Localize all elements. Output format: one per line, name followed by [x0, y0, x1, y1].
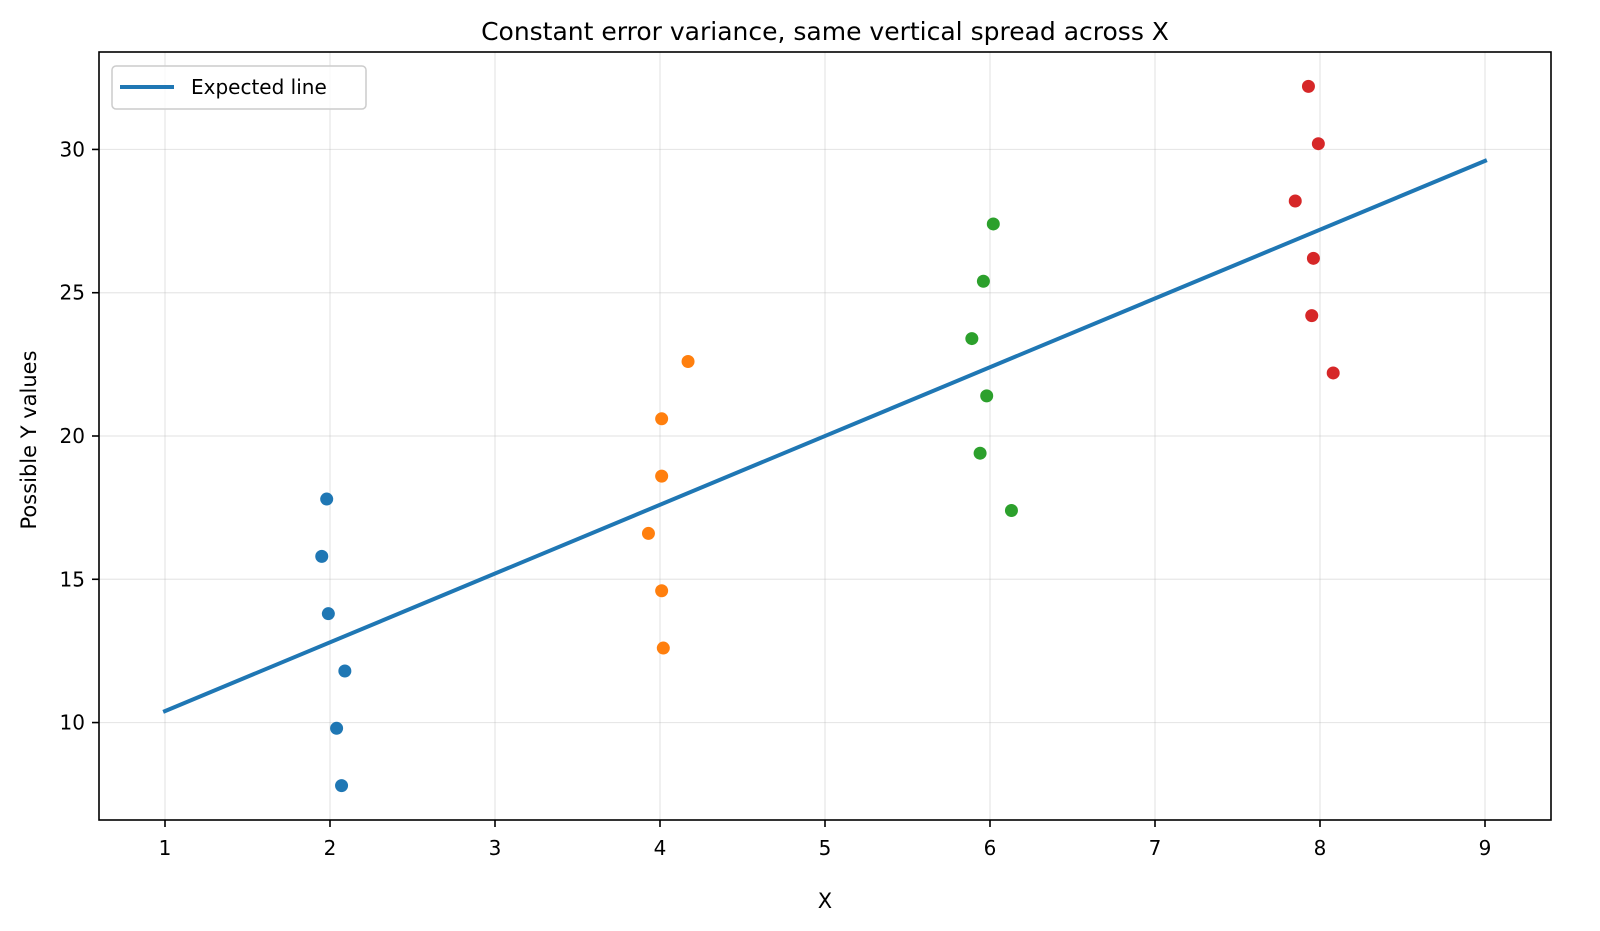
data-point — [1311, 137, 1325, 151]
data-point — [338, 664, 352, 678]
data-point — [1004, 504, 1018, 518]
data-point — [320, 492, 334, 506]
legend: Expected line — [111, 65, 367, 110]
data-point — [330, 721, 344, 735]
y-axis: 10 15 20 25 30 — [60, 137, 99, 735]
data-point — [1288, 194, 1302, 208]
data-point — [656, 641, 670, 655]
data-point — [973, 446, 987, 460]
x-tick-label: 9 — [1479, 836, 1492, 860]
y-axis-label: Possible Y values — [17, 350, 41, 529]
data-point — [655, 469, 669, 483]
data-point — [641, 526, 655, 540]
data-point — [655, 584, 669, 598]
x-axis-label: X — [818, 889, 832, 913]
x-tick-label: 1 — [159, 836, 172, 860]
data-point — [681, 354, 695, 368]
chart-title: Constant error variance, same vertical s… — [481, 17, 1169, 46]
y-tick-label: 25 — [60, 281, 85, 305]
data-point — [1326, 366, 1340, 380]
data-point — [980, 389, 994, 403]
x-tick-label: 2 — [324, 836, 337, 860]
grid — [99, 52, 1551, 820]
y-tick-label: 30 — [60, 137, 85, 161]
x-tick-label: 4 — [654, 836, 667, 860]
data-point — [315, 549, 329, 563]
expected-line — [162, 158, 1488, 714]
y-tick-label: 10 — [60, 711, 85, 735]
data-point — [655, 412, 669, 426]
legend-box — [111, 65, 367, 110]
y-tick-label: 20 — [60, 424, 85, 448]
data-point — [965, 332, 979, 346]
data-point — [976, 274, 990, 288]
data-point — [321, 607, 335, 621]
x-tick-label: 8 — [1314, 836, 1327, 860]
x-tick-label: 6 — [984, 836, 997, 860]
x-tick-label: 7 — [1149, 836, 1162, 860]
data-point — [1306, 251, 1320, 265]
data-point — [986, 217, 1000, 231]
x-tick-label: 3 — [489, 836, 502, 860]
plot-marks — [162, 79, 1488, 793]
legend-label: Expected line — [191, 75, 327, 99]
x-axis: 1 2 3 4 5 6 7 8 9 — [159, 820, 1492, 860]
data-point — [335, 779, 349, 793]
y-tick-label: 15 — [60, 567, 85, 591]
x-tick-label: 5 — [819, 836, 832, 860]
data-point — [1301, 79, 1315, 93]
data-point — [1305, 309, 1319, 323]
